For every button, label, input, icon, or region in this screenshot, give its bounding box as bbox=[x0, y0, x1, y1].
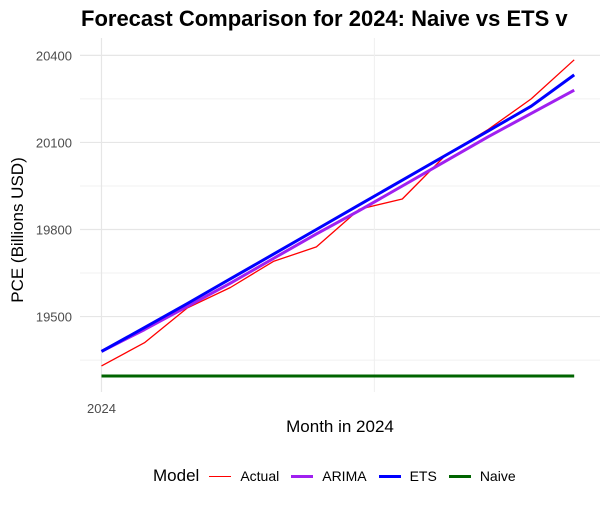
series-line-ets bbox=[100, 73, 576, 353]
y-axis-label: PCE (Billions USD) bbox=[8, 157, 27, 303]
y-tick-labels: 19500 19800 20100 20400 bbox=[36, 48, 72, 324]
legend-key-actual bbox=[209, 475, 232, 477]
y-tick-label: 20400 bbox=[36, 48, 72, 63]
series-line-actual bbox=[101, 59, 575, 367]
legend-key-arima bbox=[291, 474, 314, 478]
x-tick-labels: 2024 bbox=[87, 401, 116, 416]
legend-item-naive: Naive bbox=[448, 468, 516, 484]
series-line-arima bbox=[100, 88, 575, 353]
legend-item-arima: ARIMA bbox=[291, 468, 367, 484]
x-axis-label: Month in 2024 bbox=[286, 417, 394, 436]
legend-item-actual: Actual bbox=[209, 468, 279, 484]
legend-key-naive bbox=[448, 474, 471, 478]
x-tick-label: 2024 bbox=[87, 401, 116, 416]
y-tick-label: 19800 bbox=[36, 223, 72, 238]
series-lines bbox=[100, 59, 576, 378]
grid-lines bbox=[80, 38, 600, 392]
legend-label: ETS bbox=[409, 468, 437, 484]
chart-title: Forecast Comparison for 2024: Naive vs E… bbox=[81, 6, 568, 31]
legend-item-ets: ETS bbox=[378, 468, 437, 484]
legend-key-ets bbox=[378, 474, 401, 478]
legend: Model Actual ARIMA ETS Naive bbox=[153, 466, 528, 486]
legend-label: ARIMA bbox=[322, 468, 367, 484]
y-tick-label: 20100 bbox=[36, 135, 72, 150]
y-tick-label: 19500 bbox=[36, 310, 72, 325]
legend-title: Model bbox=[153, 466, 200, 485]
legend-label: Actual bbox=[240, 468, 280, 484]
legend-label: Naive bbox=[479, 468, 516, 484]
